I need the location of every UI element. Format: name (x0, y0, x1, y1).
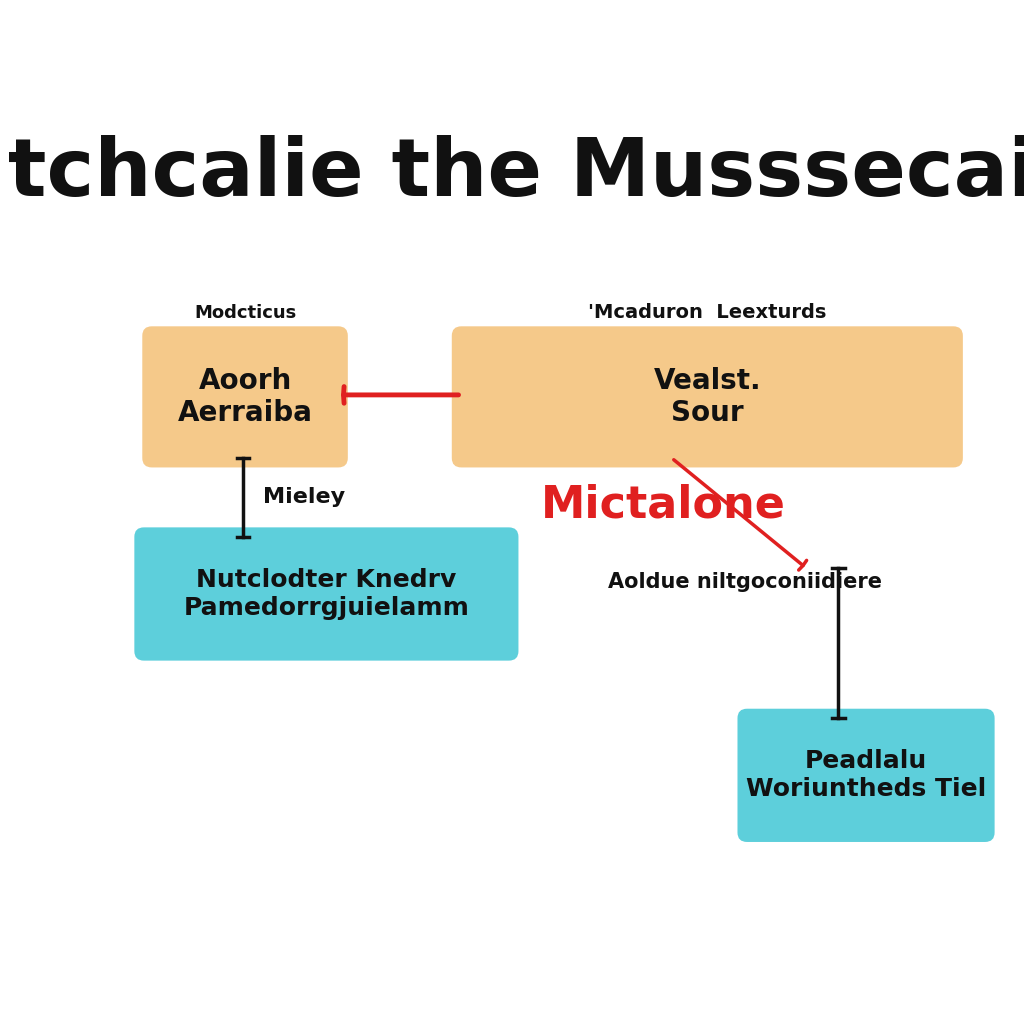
Text: Mictalone: Mictalone (541, 483, 785, 526)
FancyBboxPatch shape (142, 327, 348, 467)
Text: tchcalie the Musssecaipule: tchcalie the Musssecaipule (7, 135, 1024, 213)
Text: Aoldue niltgoconiidiere: Aoldue niltgoconiidiere (608, 572, 882, 592)
Text: Aoorh
Aerraiba: Aoorh Aerraiba (177, 367, 312, 427)
FancyBboxPatch shape (134, 527, 518, 660)
FancyBboxPatch shape (737, 709, 994, 842)
Text: Nutclodter Knedrv
Pamedorrgjuielamm: Nutclodter Knedrv Pamedorrgjuielamm (183, 568, 469, 620)
FancyBboxPatch shape (452, 327, 963, 467)
Text: Peadlalu
Woriuntheds Tiel: Peadlalu Woriuntheds Tiel (745, 750, 986, 801)
Text: Modcticus: Modcticus (194, 303, 296, 322)
Text: 'Mcaduron  Leexturds: 'Mcaduron Leexturds (588, 302, 826, 322)
Text: Mieley: Mieley (263, 487, 345, 508)
Text: Vealst.
Sour: Vealst. Sour (653, 367, 761, 427)
